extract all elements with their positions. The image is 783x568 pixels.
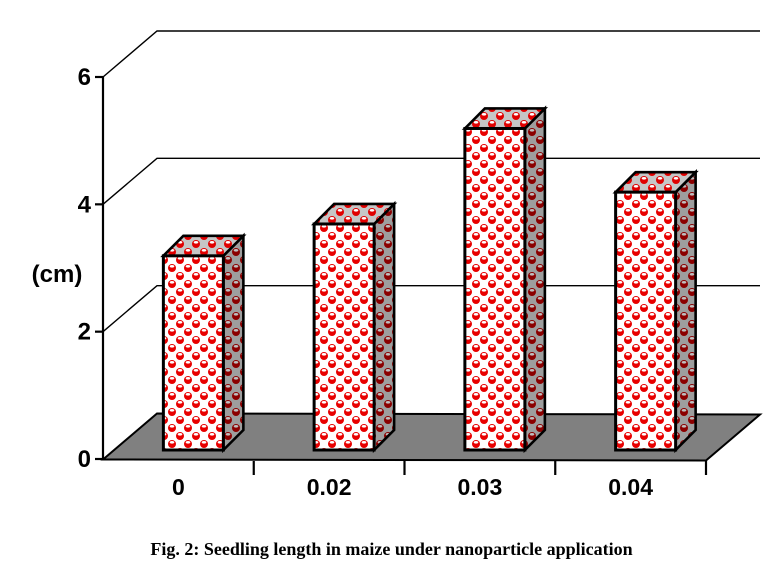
figure-caption: Fig. 2: Seedling length in maize under n… [150,539,633,559]
x-category-label: 0 [172,474,185,500]
bar-front-face [614,190,678,452]
bar-front-face [161,254,225,452]
gridline-4 [102,157,760,205]
x-category-label: 0.02 [307,474,352,500]
bar-0.03 [461,105,549,454]
y-tick-label: 2 [78,319,91,346]
y-axis-unit-label: (cm) [32,261,83,288]
bar-0.02 [310,200,398,454]
x-category-label: 0.03 [457,474,502,500]
bar-side-face [674,169,697,454]
y-tick-label: 4 [78,191,92,218]
gridline-2 [102,284,760,333]
bar-front-face [463,126,527,452]
bar-front-face [312,222,376,452]
gridline-6 [102,30,760,78]
bar-side-face [372,200,396,454]
y-tick-label: 6 [78,64,91,91]
bar-side-face [222,232,245,454]
bar-0.04 [612,169,699,454]
bar-0 [160,232,247,454]
chart-floor [100,412,763,462]
y-tick-label: 0 [78,446,91,473]
bar-side-face [523,105,547,454]
x-category-label: 0.04 [608,474,653,500]
